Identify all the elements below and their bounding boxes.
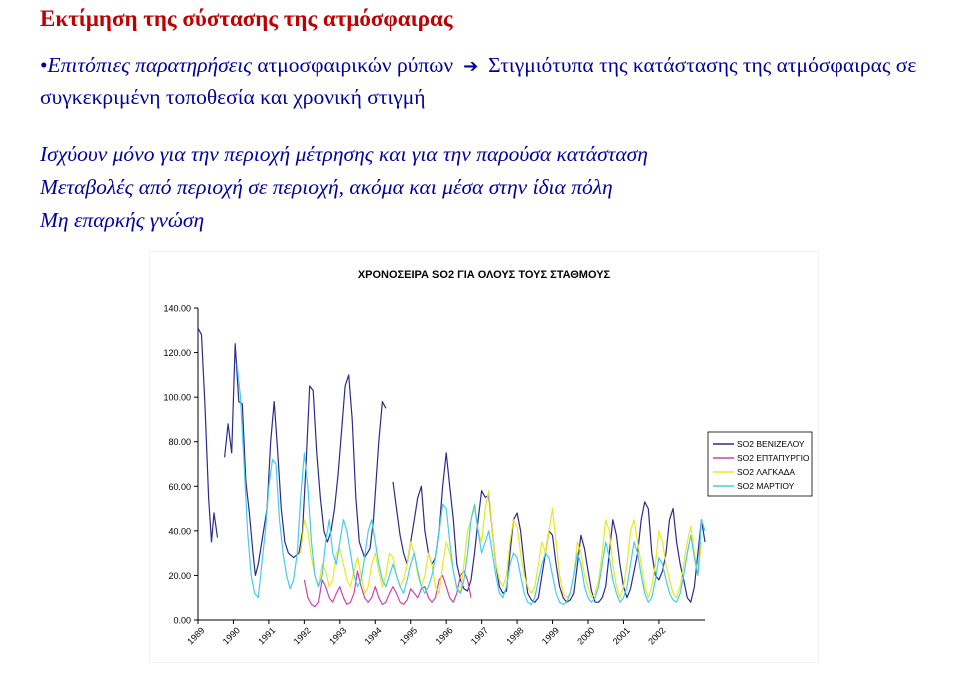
x-tick-label: 1989 xyxy=(185,625,206,646)
x-tick-label: 1999 xyxy=(540,625,561,646)
x-tick-label: 2000 xyxy=(575,625,596,646)
arrow-right-icon: ➔ xyxy=(463,56,479,77)
series-line-4 xyxy=(236,363,706,605)
y-tick-label: 140.00 xyxy=(163,304,191,314)
y-tick-label: 80.00 xyxy=(168,437,191,447)
x-tick-label: 1991 xyxy=(256,625,277,646)
bullet-text-2: Στιγμιότυπα της κατάστασης της ατμόσφαιρ… xyxy=(40,53,917,109)
x-tick-label: 1995 xyxy=(398,625,419,646)
sub-points: Ισχύουν μόνο για την περιοχή μέτρησης κα… xyxy=(40,138,648,237)
series-line-1 xyxy=(197,327,219,543)
legend-label: SO2 ΜΑΡΤΙΟΥ xyxy=(737,481,795,491)
legend-label: SO2 ΒΕΝΙΖΕΛΟΥ xyxy=(737,439,805,449)
y-tick-label: 40.00 xyxy=(168,526,191,536)
x-tick-label: 2001 xyxy=(611,625,632,646)
y-tick-label: 20.00 xyxy=(168,571,191,581)
bullet-marker: • xyxy=(40,53,48,77)
legend-label: SO2 ΕΠΤΑΠΥΡΓΙΟ xyxy=(737,453,810,463)
x-tick-label: 1994 xyxy=(363,625,384,646)
y-tick-label: 0.00 xyxy=(173,616,191,626)
chart-legend: SO2 ΒΕΝΙΖΕΛΟΥ SO2 ΕΠΤΑΠΥΡΓΙΟ SO2 ΛΑΓΚΑΔΑ SO… xyxy=(707,431,813,497)
sub-point-2: Μεταβολές από περιοχή σε περιοχή, ακόμα … xyxy=(40,175,613,199)
y-tick-label: 60.00 xyxy=(168,482,191,492)
x-tick-label: 1990 xyxy=(221,625,242,646)
x-tick-label: 1992 xyxy=(292,625,313,646)
legend-label: SO2 ΛΑΓΚΑΔΑ xyxy=(737,467,795,477)
chart-canvas: ΧΡΟΝΟΣΕΙΡΑ SO2 ΓΙΑ ΟΛΟΥΣ ΤΟΥΣ ΣΤΑΘΜΟΥΣ 0… xyxy=(163,269,813,646)
bullet-paragraph: •Επιτόπιες παρατηρήσεις ατμοσφαιρικών ρύ… xyxy=(40,50,920,112)
sub-point-1: Ισχύουν μόνο για την περιοχή μέτρησης κα… xyxy=(40,142,648,166)
y-tick-label: 100.00 xyxy=(163,393,191,403)
chart-title: ΧΡΟΝΟΣΕΙΡΑ SO2 ΓΙΑ ΟΛΟΥΣ ΤΟΥΣ ΣΤΑΘΜΟΥΣ xyxy=(358,269,611,281)
series-line-3 xyxy=(300,490,703,599)
x-tick-label: 1998 xyxy=(504,625,525,646)
bullet-highlight: Επιτόπιες παρατηρήσεις xyxy=(47,53,252,77)
x-tick-label: 2002 xyxy=(646,625,667,646)
bullet-text-1: ατμοσφαιρικών ρύπων xyxy=(251,53,454,77)
x-tick-label: 1993 xyxy=(327,625,348,646)
series-line-2 xyxy=(303,570,472,608)
so2-chart: ΧΡΟΝΟΣΕΙΡΑ SO2 ΓΙΑ ΟΛΟΥΣ ΤΟΥΣ ΣΤΑΘΜΟΥΣ 0… xyxy=(150,252,818,662)
y-tick-label: 120.00 xyxy=(163,348,191,358)
x-tick-label: 1996 xyxy=(433,625,454,646)
slide-title: Εκτίμηση της σύστασης της ατμόσφαιρας xyxy=(40,6,453,31)
series-line-1 xyxy=(224,343,387,576)
series-layer xyxy=(197,327,706,608)
sub-point-3: Μη επαρκής γνώση xyxy=(40,208,205,232)
x-tick-label: 1997 xyxy=(469,625,490,646)
